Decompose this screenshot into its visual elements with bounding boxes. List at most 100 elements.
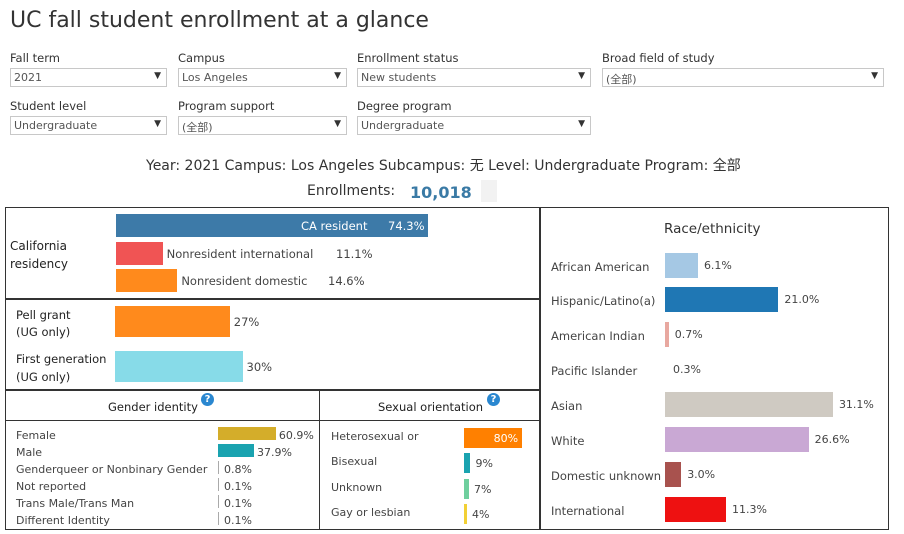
orientation-panel <box>319 390 540 530</box>
student-level-select[interactable]: Undergraduate ▼ <box>10 116 167 135</box>
race-label: Asian <box>551 399 583 413</box>
pell-firstgen-panel <box>5 299 540 390</box>
orientation-value: 80% <box>493 432 519 445</box>
gender-label: Trans Male/Trans Man <box>16 497 135 510</box>
residency-bar-value: 74.3% <box>388 219 425 233</box>
gender-value: 0.1% <box>224 480 252 493</box>
gender-value: 0.8% <box>224 463 252 476</box>
fall-term-label: Fall term <box>10 51 60 65</box>
residency-label: California residency <box>10 239 68 271</box>
race-value: 21.0% <box>784 293 820 306</box>
pell-label-2: (UG only) <box>16 325 71 339</box>
fall-term-select[interactable]: 2021 ▼ <box>10 68 167 87</box>
fall-term-value: 2021 <box>14 71 42 84</box>
race-value: 3.0% <box>687 468 716 481</box>
enrollments-label: Enrollments: <box>307 183 396 199</box>
help-icon[interactable]: ? <box>487 393 500 406</box>
enrollment-status-value: New students <box>361 71 437 84</box>
orientation-label: Heterosexual or <box>331 430 419 443</box>
gender-bar <box>218 461 219 474</box>
orientation-value: 4% <box>472 508 490 521</box>
campus-select[interactable]: Los Angeles ▼ <box>178 68 347 87</box>
orientation-bar <box>464 479 470 499</box>
broad-field-select[interactable]: (全部) ▼ <box>602 68 884 87</box>
chevron-down-icon: ▼ <box>154 119 161 129</box>
firstgen-bar <box>115 351 243 382</box>
race-label: American Indian <box>551 329 645 343</box>
race-bar <box>665 462 682 487</box>
race-label: African American <box>551 260 650 274</box>
residency-bar-value: 14.6% <box>328 274 365 288</box>
gender-value: 60.9% <box>278 429 314 442</box>
firstgen-label-2: (UG only) <box>16 370 71 384</box>
page-title: UC fall student enrollment at a glance <box>10 8 429 33</box>
pell-bar <box>115 306 230 337</box>
orientation-label: Unknown <box>331 481 383 494</box>
residency-bar-label: Nonresident international <box>166 247 314 261</box>
gender-value: 0.1% <box>224 514 252 527</box>
gender-label: Not reported <box>16 480 87 493</box>
chevron-down-icon: ▼ <box>578 119 585 129</box>
gender-label: Different Identity <box>16 514 110 527</box>
race-value: 31.1% <box>838 398 874 411</box>
gender-label: Male <box>16 446 43 459</box>
race-label: Domestic unknown <box>551 469 662 483</box>
enrollments-value: 10,018 <box>410 183 472 202</box>
residency-bar-label: Nonresident domestic <box>181 274 308 288</box>
orientation-label: Gay or lesbian <box>331 506 411 519</box>
race-label: International <box>551 504 625 518</box>
residency-bar-label: CA resident <box>301 219 368 233</box>
chevron-down-icon: ▼ <box>334 71 341 81</box>
gender-bar <box>218 495 219 508</box>
chevron-down-icon: ▼ <box>334 119 341 129</box>
broad-field-label: Broad field of study <box>602 51 715 65</box>
gender-header: Gender identity <box>108 400 198 414</box>
orientation-header-divider <box>319 420 540 421</box>
race-value: 11.3% <box>732 503 767 516</box>
enrollment-status-label: Enrollment status <box>357 51 459 65</box>
race-bar <box>665 392 833 417</box>
chevron-down-icon: ▼ <box>154 71 161 81</box>
broad-field-value: (全部) <box>606 73 637 86</box>
program-support-label: Program support <box>178 99 275 113</box>
race-bar <box>665 322 669 347</box>
orientation-bar <box>464 453 471 473</box>
program-support-select[interactable]: (全部) ▼ <box>178 116 347 135</box>
race-label: White <box>551 434 585 448</box>
chevron-down-icon: ▼ <box>871 71 878 81</box>
degree-program-select[interactable]: Undergraduate ▼ <box>357 116 591 135</box>
residency-bar <box>116 269 178 292</box>
residency-bar <box>116 214 429 237</box>
enrollment-status-select[interactable]: New students ▼ <box>357 68 591 87</box>
campus-value: Los Angeles <box>182 71 248 84</box>
race-header: Race/ethnicity <box>664 221 761 237</box>
residency-bar-value: 11.1% <box>336 247 373 261</box>
orientation-bar <box>464 504 467 524</box>
orientation-value: 9% <box>475 457 493 470</box>
gender-bar <box>218 427 276 440</box>
orientation-label: Bisexual <box>331 455 378 468</box>
residency-bar <box>116 242 163 265</box>
firstgen-value: 30% <box>246 360 273 374</box>
gender-header-divider <box>5 420 320 421</box>
orientation-value: 7% <box>474 483 492 496</box>
race-bar <box>665 287 779 312</box>
gender-bar <box>218 444 254 457</box>
help-icon[interactable]: ? <box>201 393 214 406</box>
gender-label: Female <box>16 429 56 442</box>
race-panel <box>540 207 889 530</box>
gender-value: 0.1% <box>224 497 252 510</box>
gender-bar <box>218 512 219 525</box>
orientation-header: Sexual orientation <box>378 400 484 414</box>
race-value: 26.6% <box>814 433 850 446</box>
student-level-value: Undergraduate <box>14 119 98 132</box>
firstgen-label-1: First generation <box>16 352 107 366</box>
race-bar <box>665 427 809 452</box>
pell-value: 27% <box>233 315 260 329</box>
race-value: 6.1% <box>703 259 732 272</box>
gender-label: Genderqueer or Nonbinary Gender <box>16 463 208 476</box>
degree-program-label: Degree program <box>357 99 452 113</box>
enrollments-highlight <box>481 180 497 202</box>
residency-panel <box>5 207 540 299</box>
summary-line: Year: 2021 Campus: Los Angeles Subcampus… <box>146 158 741 174</box>
